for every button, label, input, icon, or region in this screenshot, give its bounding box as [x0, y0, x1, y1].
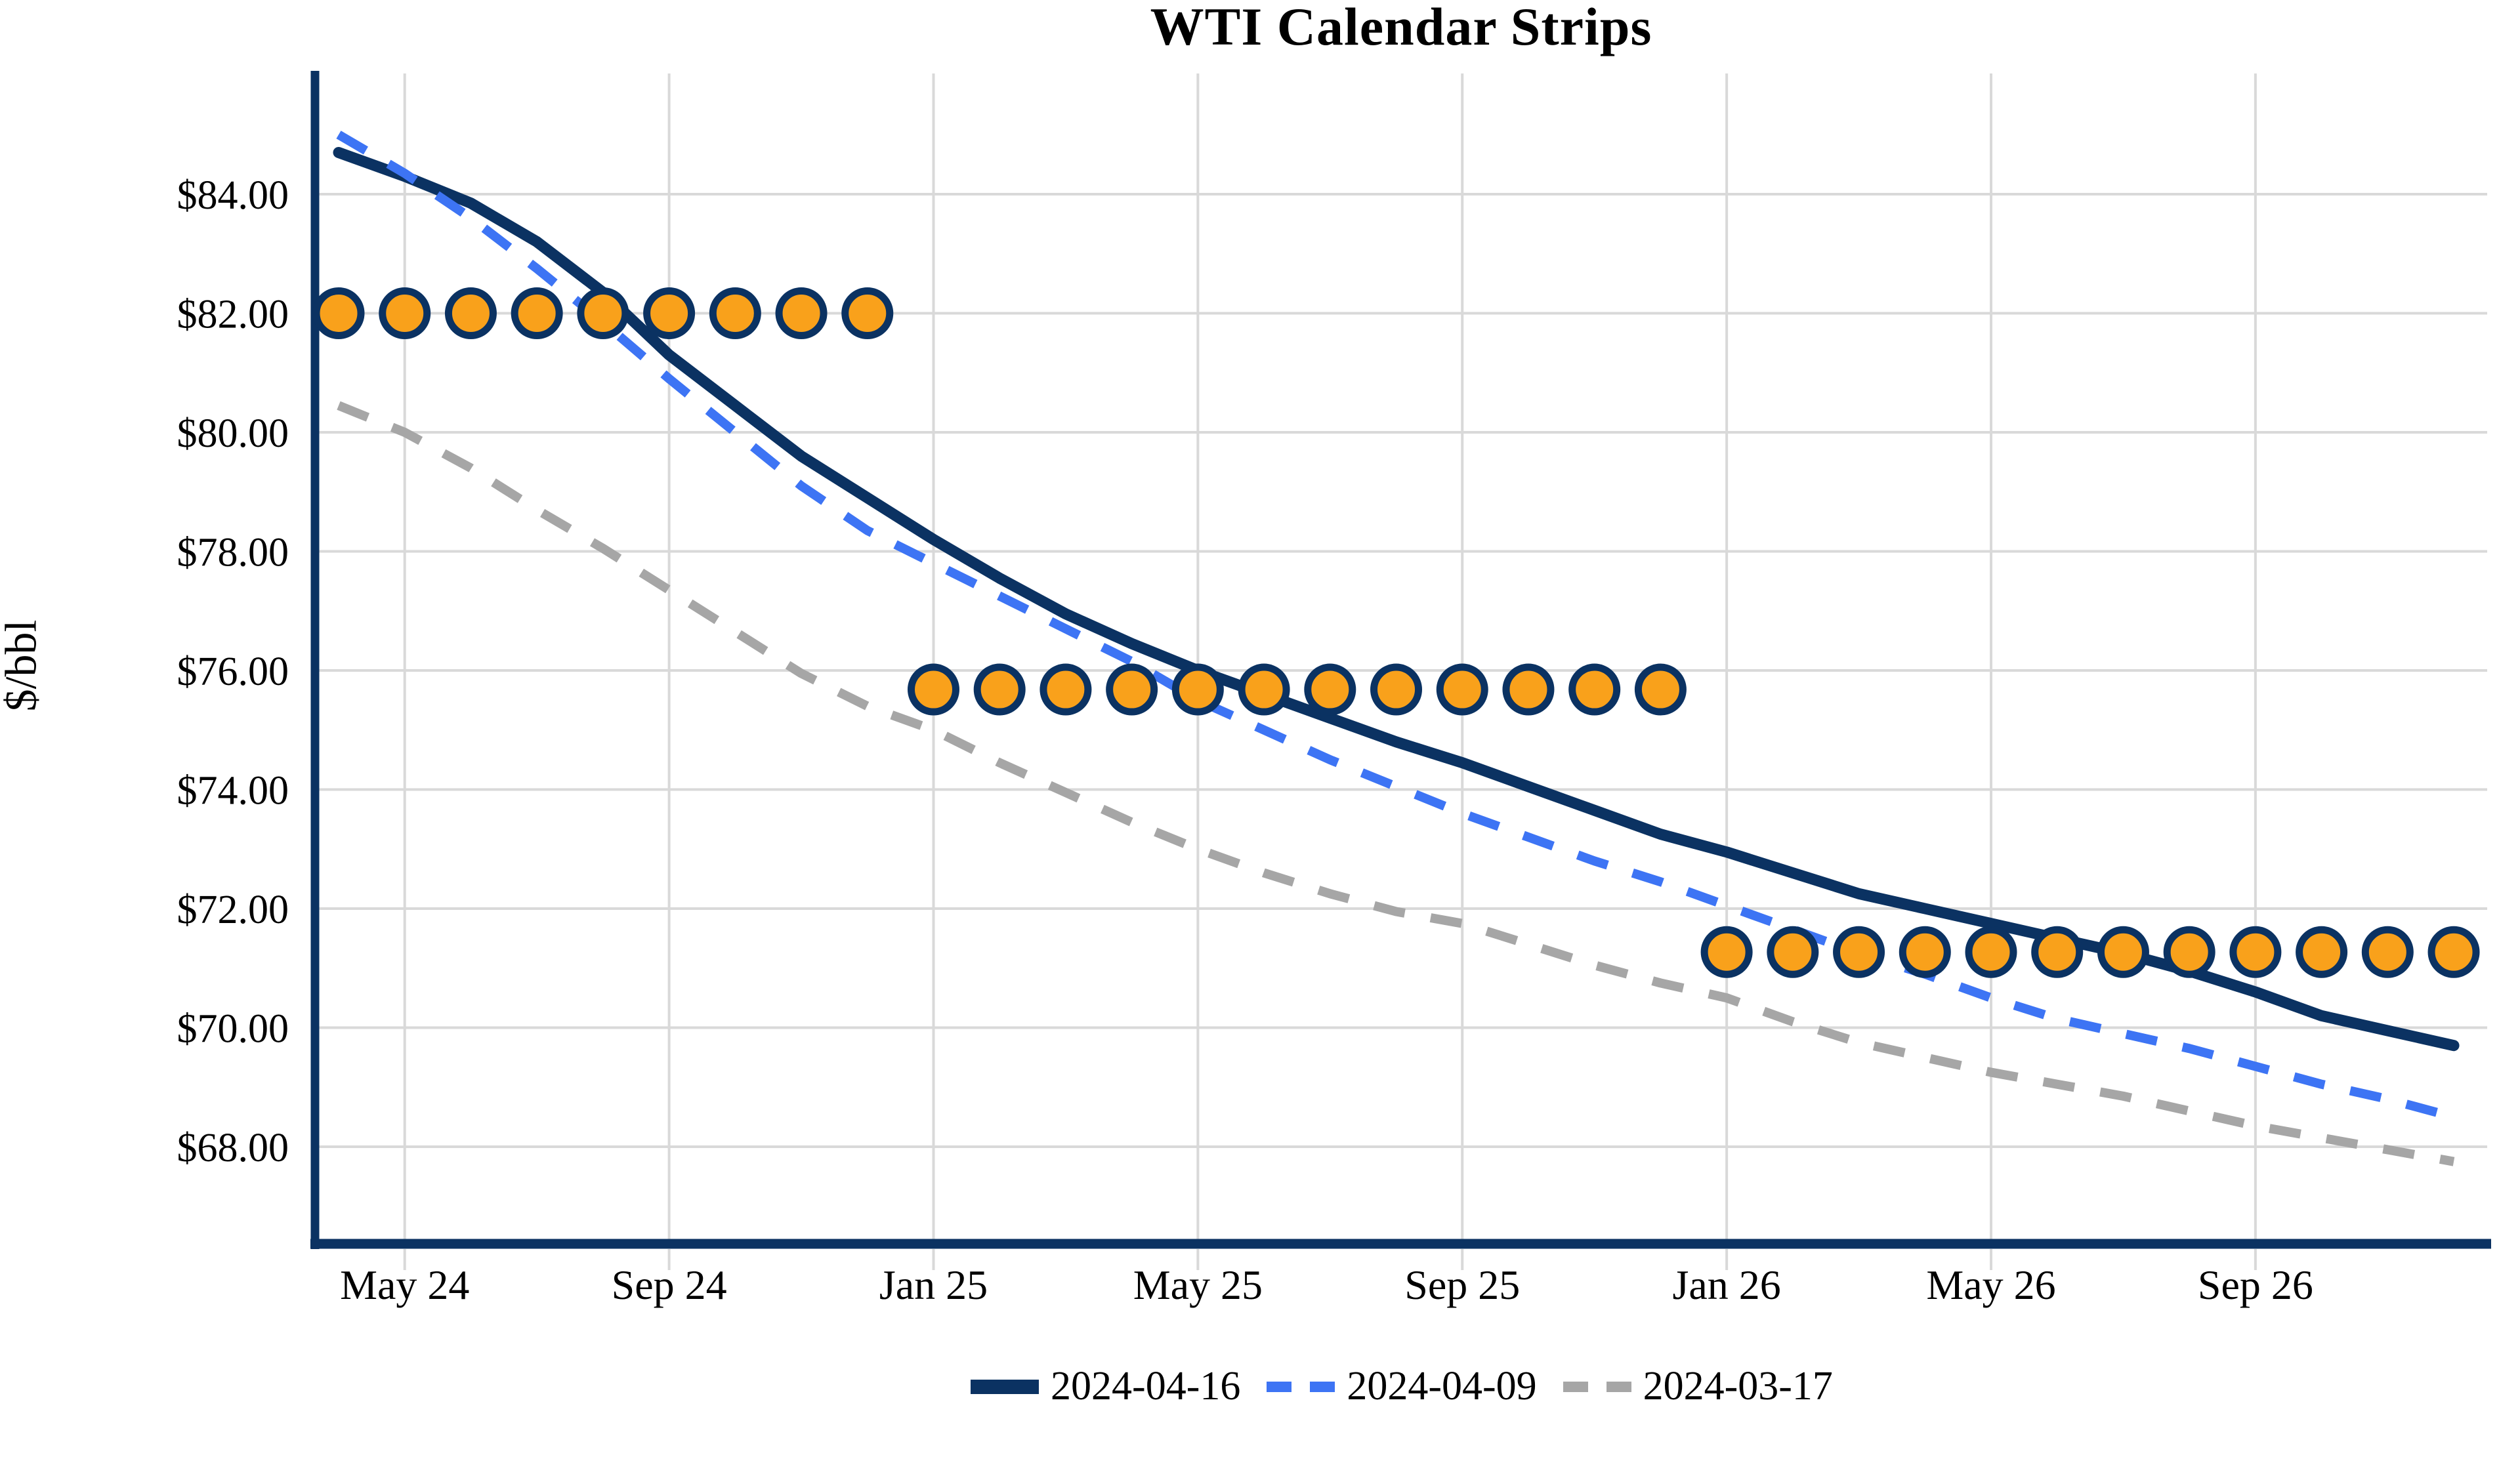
y-tick-label: $70.00 — [177, 1007, 289, 1052]
y-tick-label: $80.00 — [177, 411, 289, 456]
y-tick-label: $84.00 — [177, 173, 289, 218]
y-tick-label: $78.00 — [177, 531, 289, 575]
strip-marker-dot — [2031, 926, 2084, 978]
strip-marker-dot — [1040, 663, 1092, 716]
strip-marker-dot — [1171, 663, 1224, 716]
strip-marker-dot — [775, 287, 828, 339]
strip-marker-dot — [511, 287, 563, 339]
strip-marker-dot — [1634, 663, 1687, 716]
strip-marker-dot — [1899, 926, 1951, 978]
strip-marker-dot — [2296, 926, 2348, 978]
strip-marker-dot — [2427, 926, 2480, 978]
y-tick-label: $74.00 — [177, 769, 289, 813]
strip-marker-dot — [2229, 926, 2282, 978]
legend-item-2024-03-17: 2024-03-17 — [1562, 1363, 1833, 1410]
x-tick-label: Sep 25 — [1404, 1262, 1520, 1308]
x-tick-label: Jan 26 — [1672, 1262, 1780, 1308]
strip-marker-dot — [1106, 663, 1158, 716]
strip-marker-dot — [1965, 926, 2017, 978]
chart-legend: 2024-04-16 2024-04-09 2024-03-17 — [0, 1363, 2520, 1410]
strip-marker-dot — [841, 287, 894, 339]
strip-marker-dot — [1238, 663, 1290, 716]
strip-marker-dot — [907, 663, 959, 716]
series-line-2024-03-17 — [337, 401, 2455, 1166]
strip-marker-dot — [379, 287, 431, 339]
x-tick-label: Jan 25 — [879, 1262, 988, 1308]
legend-label: 2024-03-17 — [1643, 1364, 1833, 1408]
strip-marker-dot — [312, 287, 365, 339]
strip-marker-dot — [2163, 926, 2216, 978]
strip-marker-dot — [1436, 663, 1488, 716]
strip-marker-dot — [1767, 926, 1819, 978]
strip-marker-dot — [1304, 663, 1356, 716]
legend-label: 2024-04-09 — [1347, 1364, 1537, 1408]
x-tick-label: Sep 26 — [2198, 1262, 2313, 1308]
legend-swatch-2024-04-09 — [1267, 1381, 1335, 1392]
legend-item-2024-04-09: 2024-04-09 — [1265, 1363, 1537, 1410]
strip-marker-dot — [2361, 926, 2414, 978]
legend-swatch-2024-03-17 — [1563, 1381, 1631, 1392]
y-tick-label: $82.00 — [177, 293, 289, 337]
chart-title: WTI Calendar Strips — [1150, 0, 1652, 56]
x-tick-label: Sep 24 — [612, 1262, 727, 1308]
strip-marker-dot — [577, 287, 629, 339]
x-tick-label: May 24 — [340, 1262, 469, 1308]
legend-item-2024-04-16: 2024-04-16 — [969, 1363, 1240, 1410]
legend-label: 2024-04-16 — [1051, 1364, 1241, 1408]
x-tick-label: May 26 — [1926, 1262, 2055, 1308]
strip-marker-dot — [1700, 926, 1753, 978]
strip-marker-dot — [709, 287, 761, 339]
strip-marker-dot — [2097, 926, 2149, 978]
strip-marker-dot — [643, 287, 696, 339]
legend-swatch-2024-04-16 — [971, 1379, 1040, 1394]
y-axis-title: $/bbl — [0, 619, 46, 712]
x-tick-label: May 25 — [1133, 1262, 1263, 1308]
y-tick-label: $68.00 — [177, 1126, 289, 1170]
strip-marker-dot — [973, 663, 1026, 716]
y-tick-label: $72.00 — [177, 888, 289, 932]
strip-marker-dot — [1502, 663, 1555, 716]
strip-marker-dot — [1833, 926, 1885, 978]
strip-marker-dot — [1568, 663, 1621, 716]
y-tick-label: $76.00 — [177, 649, 289, 694]
strip-marker-dot — [444, 287, 497, 339]
strip-marker-dot — [1370, 663, 1423, 716]
